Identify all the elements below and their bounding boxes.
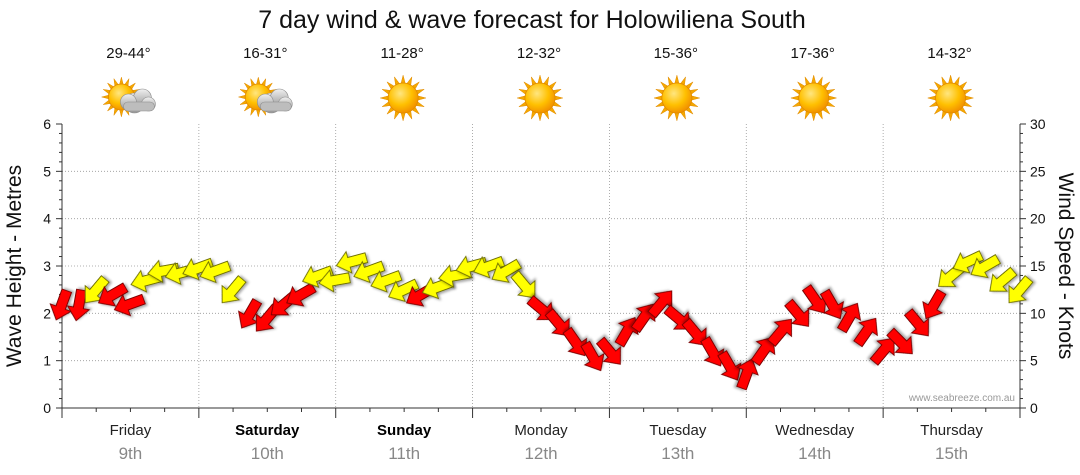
chart-title: 7 day wind & wave forecast for Holowilie…	[258, 6, 806, 34]
watermark: www.seabreeze.com.au	[908, 393, 1015, 404]
wind-arrows	[49, 250, 1034, 391]
day-name-label: Thursday	[920, 422, 983, 439]
cloud-icon	[120, 88, 156, 114]
temperature-range: 29-44°	[106, 45, 150, 62]
day-name-label: Saturday	[235, 422, 300, 439]
partly-cloudy-icon	[101, 77, 156, 117]
day-name-label: Monday	[514, 422, 568, 439]
wind-arrow	[97, 282, 129, 307]
wind-arrow	[182, 257, 215, 281]
day-name-label: Wednesday	[775, 422, 854, 439]
y-axis-right-ticks: 0 5 10 15 20 25 30	[1030, 116, 1046, 416]
wind-arrow	[199, 260, 232, 284]
wind-arrow	[700, 335, 725, 367]
day-name-label: Sunday	[377, 422, 432, 439]
wind-arrow	[819, 288, 844, 320]
day-labels: Friday 9th Saturday 10th Sunday 11th Monday 12t…	[110, 422, 984, 463]
y-axis-left-label: Wave Height - Metres	[3, 165, 26, 367]
temperature-range: 14-32°	[927, 45, 971, 62]
wind-arrow	[681, 317, 707, 346]
wind-arrow	[335, 250, 369, 274]
temperature-range: 12-32°	[517, 45, 561, 62]
sun-icon	[379, 75, 427, 121]
y-right-tick-label: 25	[1030, 163, 1046, 179]
wind-arrow	[989, 266, 1018, 292]
wind-arrow	[544, 308, 570, 337]
wind-arrow	[562, 326, 588, 357]
day-date-label: 13th	[661, 444, 694, 463]
wind-arrow	[473, 255, 506, 279]
day-date-label: 12th	[524, 444, 557, 463]
day-date-label: 14th	[798, 444, 831, 463]
wind-arrow	[1008, 275, 1034, 304]
y-left-tick-label: 0	[43, 400, 51, 416]
weather-icon-row	[101, 74, 975, 122]
wind-arrow	[750, 336, 776, 367]
y-axis-left-ticks: 0 1 2 3 4 5 6	[43, 116, 51, 416]
wind-arrow	[66, 288, 91, 322]
wind-arrow	[286, 282, 317, 307]
y-right-tick-label: 5	[1030, 353, 1038, 369]
temperature-range: 15-36°	[654, 45, 698, 62]
wind-arrow	[595, 336, 621, 365]
day-date-label: 9th	[119, 444, 143, 463]
wind-arrow	[836, 302, 862, 334]
y-right-tick-label: 10	[1030, 305, 1046, 321]
wind-arrow	[370, 270, 403, 293]
wind-arrow	[886, 327, 913, 355]
temperature-range: 17-36°	[791, 45, 835, 62]
wind-arrow	[869, 337, 895, 366]
temperature-range: 16-31°	[243, 45, 287, 62]
wind-arrow	[49, 288, 73, 321]
wind-arrow	[491, 258, 523, 283]
axes	[56, 123, 1026, 418]
y-left-tick-label: 3	[43, 258, 51, 274]
sun-icon	[653, 75, 701, 121]
y-right-tick-label: 30	[1030, 116, 1046, 132]
y-axis-right-label: Wind Speed - Knots	[1054, 173, 1077, 360]
wind-arrow	[353, 260, 386, 284]
y-right-tick-label: 15	[1030, 258, 1046, 274]
y-left-tick-label: 2	[43, 305, 51, 321]
wind-arrow	[784, 298, 810, 327]
cloud-icon	[256, 88, 293, 114]
temperature-row: 29-44° 16-31° 11-28° 12-32° 15-36° 17-36° 14-3…	[106, 45, 972, 62]
y-right-tick-label: 0	[1030, 400, 1038, 416]
day-date-label: 10th	[251, 444, 284, 463]
wind-arrow	[853, 317, 878, 348]
sun-icon	[516, 74, 564, 122]
wind-arrow	[221, 275, 247, 304]
wind-arrow	[580, 340, 605, 372]
sun-icon	[926, 74, 975, 122]
temperature-range: 11-28°	[381, 45, 424, 62]
y-left-tick-label: 4	[43, 211, 51, 227]
partly-cloudy-icon	[238, 77, 293, 117]
day-name-label: Tuesday	[649, 422, 706, 439]
day-date-label: 15th	[935, 444, 968, 463]
y-right-tick-label: 20	[1030, 211, 1046, 227]
sun-icon	[789, 74, 838, 122]
wind-arrow	[767, 318, 792, 347]
wind-arrow	[318, 269, 351, 293]
day-name-label: Friday	[110, 422, 152, 439]
wind-arrow	[717, 350, 742, 381]
wind-arrow	[388, 278, 420, 303]
y-left-tick-label: 6	[43, 116, 51, 132]
wind-arrow	[903, 308, 929, 337]
y-left-tick-label: 5	[43, 163, 51, 179]
wind-arrow	[510, 270, 536, 299]
wind-arrow	[970, 254, 1002, 279]
wind-arrow	[952, 250, 985, 274]
y-left-tick-label: 1	[43, 353, 51, 369]
wind-arrow	[301, 265, 335, 288]
wind-arrow	[922, 288, 947, 320]
wind-arrow	[736, 358, 759, 391]
day-date-label: 11th	[388, 444, 420, 463]
wind-arrow	[113, 293, 146, 317]
